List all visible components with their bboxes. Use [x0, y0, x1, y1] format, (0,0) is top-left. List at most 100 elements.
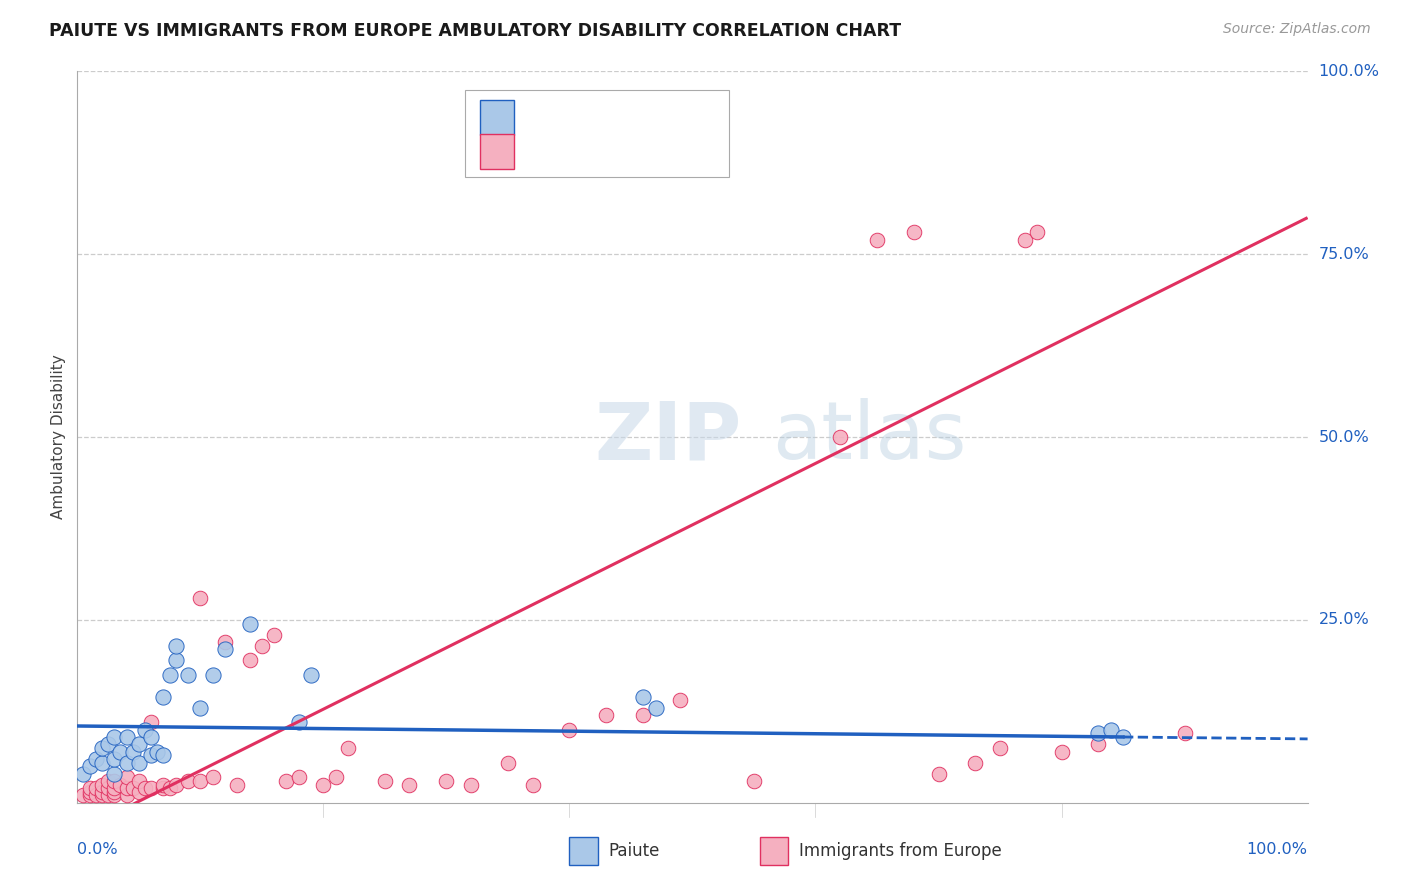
- Point: [633, 690, 655, 704]
- Y-axis label: Ambulatory Disability: Ambulatory Disability: [51, 355, 66, 519]
- Point: [188, 591, 212, 605]
- Point: [903, 225, 925, 239]
- Point: [669, 693, 692, 707]
- Point: [522, 778, 544, 792]
- Point: [177, 667, 200, 681]
- Point: [79, 759, 101, 773]
- Point: [965, 756, 987, 770]
- FancyBboxPatch shape: [479, 100, 515, 135]
- Text: N =: N =: [631, 143, 668, 161]
- Point: [436, 773, 458, 788]
- Point: [79, 781, 101, 796]
- Point: [103, 785, 125, 799]
- Point: [337, 740, 360, 755]
- Point: [214, 635, 236, 649]
- Point: [1050, 745, 1073, 759]
- Point: [103, 766, 125, 780]
- Point: [159, 667, 181, 681]
- FancyBboxPatch shape: [569, 838, 598, 865]
- Point: [1112, 730, 1135, 744]
- Point: [1087, 737, 1109, 751]
- Text: ZIP: ZIP: [595, 398, 741, 476]
- Point: [97, 789, 120, 803]
- Text: R =: R =: [526, 143, 562, 161]
- Point: [226, 778, 249, 792]
- Point: [1087, 726, 1109, 740]
- FancyBboxPatch shape: [479, 135, 515, 169]
- Point: [128, 737, 150, 751]
- Text: atlas: atlas: [772, 398, 967, 476]
- Text: R =: R =: [526, 109, 562, 127]
- Point: [165, 778, 187, 792]
- Text: 50.0%: 50.0%: [1319, 430, 1369, 444]
- Point: [115, 730, 138, 744]
- Point: [121, 781, 143, 796]
- Point: [250, 639, 273, 653]
- Point: [103, 730, 125, 744]
- Text: 75.0%: 75.0%: [1319, 247, 1369, 261]
- Point: [115, 770, 138, 784]
- Point: [110, 778, 132, 792]
- Point: [146, 745, 169, 759]
- Point: [90, 785, 114, 799]
- Point: [633, 708, 655, 723]
- Point: [595, 708, 617, 723]
- Text: 25.0%: 25.0%: [1319, 613, 1369, 627]
- Text: 100.0%: 100.0%: [1319, 64, 1379, 78]
- Point: [644, 700, 666, 714]
- Point: [84, 789, 107, 803]
- Point: [103, 752, 125, 766]
- Point: [141, 730, 163, 744]
- Point: [115, 781, 138, 796]
- Point: [90, 756, 114, 770]
- Point: [239, 616, 262, 631]
- Point: [188, 773, 212, 788]
- Point: [742, 773, 765, 788]
- Point: [928, 766, 950, 780]
- Point: [201, 667, 224, 681]
- Point: [398, 778, 420, 792]
- Point: [288, 715, 311, 730]
- Point: [152, 778, 174, 792]
- Point: [374, 773, 396, 788]
- Point: [90, 740, 114, 755]
- FancyBboxPatch shape: [465, 90, 730, 178]
- Point: [177, 773, 200, 788]
- Point: [84, 752, 107, 766]
- Point: [79, 789, 101, 803]
- Point: [988, 740, 1011, 755]
- Point: [141, 748, 163, 763]
- Point: [103, 773, 125, 788]
- Point: [201, 770, 224, 784]
- Point: [90, 789, 114, 803]
- Text: -0.161: -0.161: [564, 109, 623, 127]
- Text: Source: ZipAtlas.com: Source: ZipAtlas.com: [1223, 22, 1371, 37]
- Point: [128, 756, 150, 770]
- Point: [90, 778, 114, 792]
- Text: 0.817: 0.817: [564, 143, 616, 161]
- Point: [214, 642, 236, 657]
- Point: [165, 639, 187, 653]
- Point: [141, 715, 163, 730]
- Text: Immigrants from Europe: Immigrants from Europe: [800, 842, 1002, 860]
- Point: [134, 781, 156, 796]
- Text: 36: 36: [665, 109, 689, 127]
- Point: [1174, 726, 1197, 740]
- Text: 66: 66: [665, 143, 689, 161]
- Text: N =: N =: [631, 109, 668, 127]
- Point: [110, 745, 132, 759]
- Point: [84, 781, 107, 796]
- Point: [276, 773, 298, 788]
- Point: [159, 781, 181, 796]
- Point: [115, 756, 138, 770]
- Text: 0.0%: 0.0%: [77, 842, 118, 856]
- Point: [165, 653, 187, 667]
- Point: [115, 789, 138, 803]
- Point: [128, 785, 150, 799]
- Point: [152, 781, 174, 796]
- Point: [128, 773, 150, 788]
- Point: [134, 723, 156, 737]
- Point: [288, 770, 311, 784]
- Point: [239, 653, 262, 667]
- Point: [103, 789, 125, 803]
